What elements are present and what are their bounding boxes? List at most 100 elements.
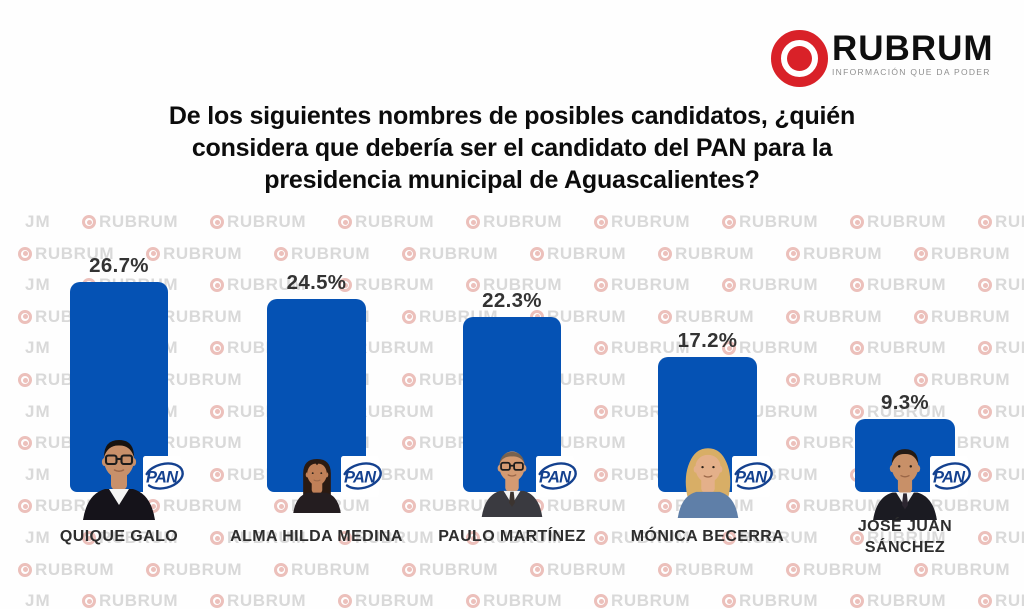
watermark-bullseye-icon <box>530 246 544 261</box>
watermark-brand: RUBRUM <box>594 338 690 358</box>
watermark-bullseye-icon <box>914 373 928 387</box>
bar-value-label: 24.5% <box>286 271 347 295</box>
watermark-brand: RUBRUM <box>850 275 946 295</box>
watermark-bullseye-icon <box>274 499 288 514</box>
watermark-initials: JM <box>25 212 51 231</box>
pan-logo-icon: PAN <box>143 456 191 498</box>
watermark-bullseye-icon <box>658 309 672 324</box>
watermark-brand: RUBRUM <box>274 560 370 580</box>
watermark-bullseye-icon <box>658 246 672 261</box>
watermark-bullseye-icon <box>722 215 736 229</box>
watermark-bullseye-icon <box>402 246 416 261</box>
watermark-row: RUBRUM RUBRUM RUBRUM RUBRUM RUBRUM RUBRUM RUBR… <box>0 560 1024 582</box>
watermark-brand: RUBRUM <box>210 591 306 609</box>
watermark-brand: RUBRUM <box>978 528 1024 548</box>
bar-value-label: 17.2% <box>677 328 738 352</box>
watermark-row: JM RUBRUM RUBRUM RUBRUM RUBRUM RUBRUM RUBRUM RU… <box>0 528 1024 550</box>
watermark-brand: RUBRUM <box>850 212 946 232</box>
watermark-brand: RUBRUM <box>978 402 1024 422</box>
watermark-bullseye-icon <box>18 562 32 577</box>
watermark-bullseye-icon <box>338 531 352 545</box>
watermark-brand: RUBRUM <box>914 560 1010 580</box>
watermark-brand: RUBRUM <box>402 560 498 580</box>
watermark-brand: RUBRUM <box>530 560 626 580</box>
poll-question-line-2: considera que debería ser el candidato d… <box>191 134 833 162</box>
watermark-bullseye-icon <box>402 562 416 577</box>
watermark-brand: RUBRUM <box>850 528 946 548</box>
watermark-initials: JM <box>25 464 51 484</box>
watermark-bullseye-icon <box>786 309 800 324</box>
pan-logo-icon: PAN <box>930 456 978 498</box>
watermark-bullseye-icon <box>82 594 96 609</box>
watermark-bullseye-icon <box>146 246 160 261</box>
watermark-bullseye-icon <box>978 215 992 229</box>
pan-logo-icon: PAN <box>732 456 780 498</box>
poll-question-line-1: De los siguientes nombres de posibles ca… <box>168 102 856 130</box>
watermark-bullseye-icon <box>594 594 608 609</box>
watermark-row: JM RUBRUM RUBRUM RUBRUM RUBRUM RUBRUM RUBRUM RU… <box>0 212 1024 234</box>
watermark-bullseye-icon <box>82 215 96 229</box>
watermark-brand: RUBRUM <box>722 338 818 358</box>
watermark-row: RUBRUM RUBRUM RUBRUM RUBRUM RUBRUM RUBRUM RUBR… <box>0 244 1024 266</box>
watermark-bullseye-icon <box>18 436 32 451</box>
watermark-brand: RUBRUM <box>786 496 882 516</box>
watermark-brand: RUBRUM <box>146 560 242 580</box>
watermark-brand: RUBRUM <box>82 212 178 232</box>
watermark-bullseye-icon <box>850 594 864 609</box>
watermark-bullseye-icon <box>210 215 224 229</box>
watermark-bullseye-icon <box>850 531 864 545</box>
watermark-brand: RUBRUM <box>658 244 754 264</box>
watermark-bullseye-icon <box>466 215 480 229</box>
pan-logo-icon: PAN <box>341 456 389 498</box>
watermark-brand: RUBRUM <box>338 275 434 295</box>
watermark-brand: RUBRUM <box>978 338 1024 358</box>
watermark-brand: RUBRUM <box>210 275 306 295</box>
watermark-bullseye-icon <box>402 436 416 451</box>
watermark-bullseye-icon <box>786 436 800 451</box>
watermark-brand: RUBRUM <box>978 212 1024 232</box>
watermark-initials: JM <box>25 528 51 547</box>
candidate-photo <box>282 455 352 518</box>
candidate-name: PAULO MARTÍNEZ <box>438 528 586 545</box>
watermark-brand: RUBRUM <box>658 560 754 580</box>
watermark-initials: JM <box>25 338 51 358</box>
watermark-brand: RUBRUM <box>786 370 882 390</box>
watermark-brand: RUBRUM <box>722 528 818 548</box>
watermark-brand: RUBRUM <box>18 244 114 264</box>
watermark-bullseye-icon <box>18 309 32 324</box>
watermark-bullseye-icon <box>978 594 992 609</box>
watermark-brand: RUBRUM <box>274 244 370 264</box>
watermark-brand: RUBRUM <box>914 370 1010 390</box>
watermark-bullseye-icon <box>850 278 864 293</box>
watermark-brand: RUBRUM <box>594 275 690 295</box>
watermark-bullseye-icon <box>338 594 352 609</box>
watermark-bullseye-icon <box>210 404 224 419</box>
watermark-brand: RUBRUM <box>914 244 1010 264</box>
watermark-bullseye-icon <box>658 499 672 514</box>
watermark-bullseye-icon <box>210 531 224 545</box>
watermark-bullseye-icon <box>210 594 224 609</box>
watermark-brand: RUBRUM <box>82 591 178 609</box>
watermark-bullseye-icon <box>210 467 224 482</box>
candidate-name: MÓNICA BECERRA <box>630 528 785 545</box>
watermark-bullseye-icon <box>914 309 928 324</box>
watermark-bullseye-icon <box>914 246 928 261</box>
watermark-bullseye-icon <box>850 404 864 419</box>
watermark-brand: RUBRUM <box>210 528 306 548</box>
watermark-bullseye-icon <box>914 562 928 577</box>
watermark-brand: RUBRUM <box>850 338 946 358</box>
watermark-brand: RUBRUM <box>978 275 1024 295</box>
watermark-bullseye-icon <box>402 309 416 324</box>
poll-question: De los siguientes nombres de posibles ca… <box>0 100 1024 196</box>
svg-text:PAN: PAN <box>539 469 572 487</box>
bullseye-icon <box>771 30 828 87</box>
watermark-brand: RUBRUM <box>338 528 434 548</box>
watermark-bullseye-icon <box>210 278 224 293</box>
watermark-bullseye-icon <box>978 341 992 356</box>
watermark-initials: JM <box>25 591 51 609</box>
watermark-bullseye-icon <box>18 373 32 387</box>
watermark-bullseye-icon <box>850 215 864 229</box>
watermark-bullseye-icon <box>594 404 608 419</box>
